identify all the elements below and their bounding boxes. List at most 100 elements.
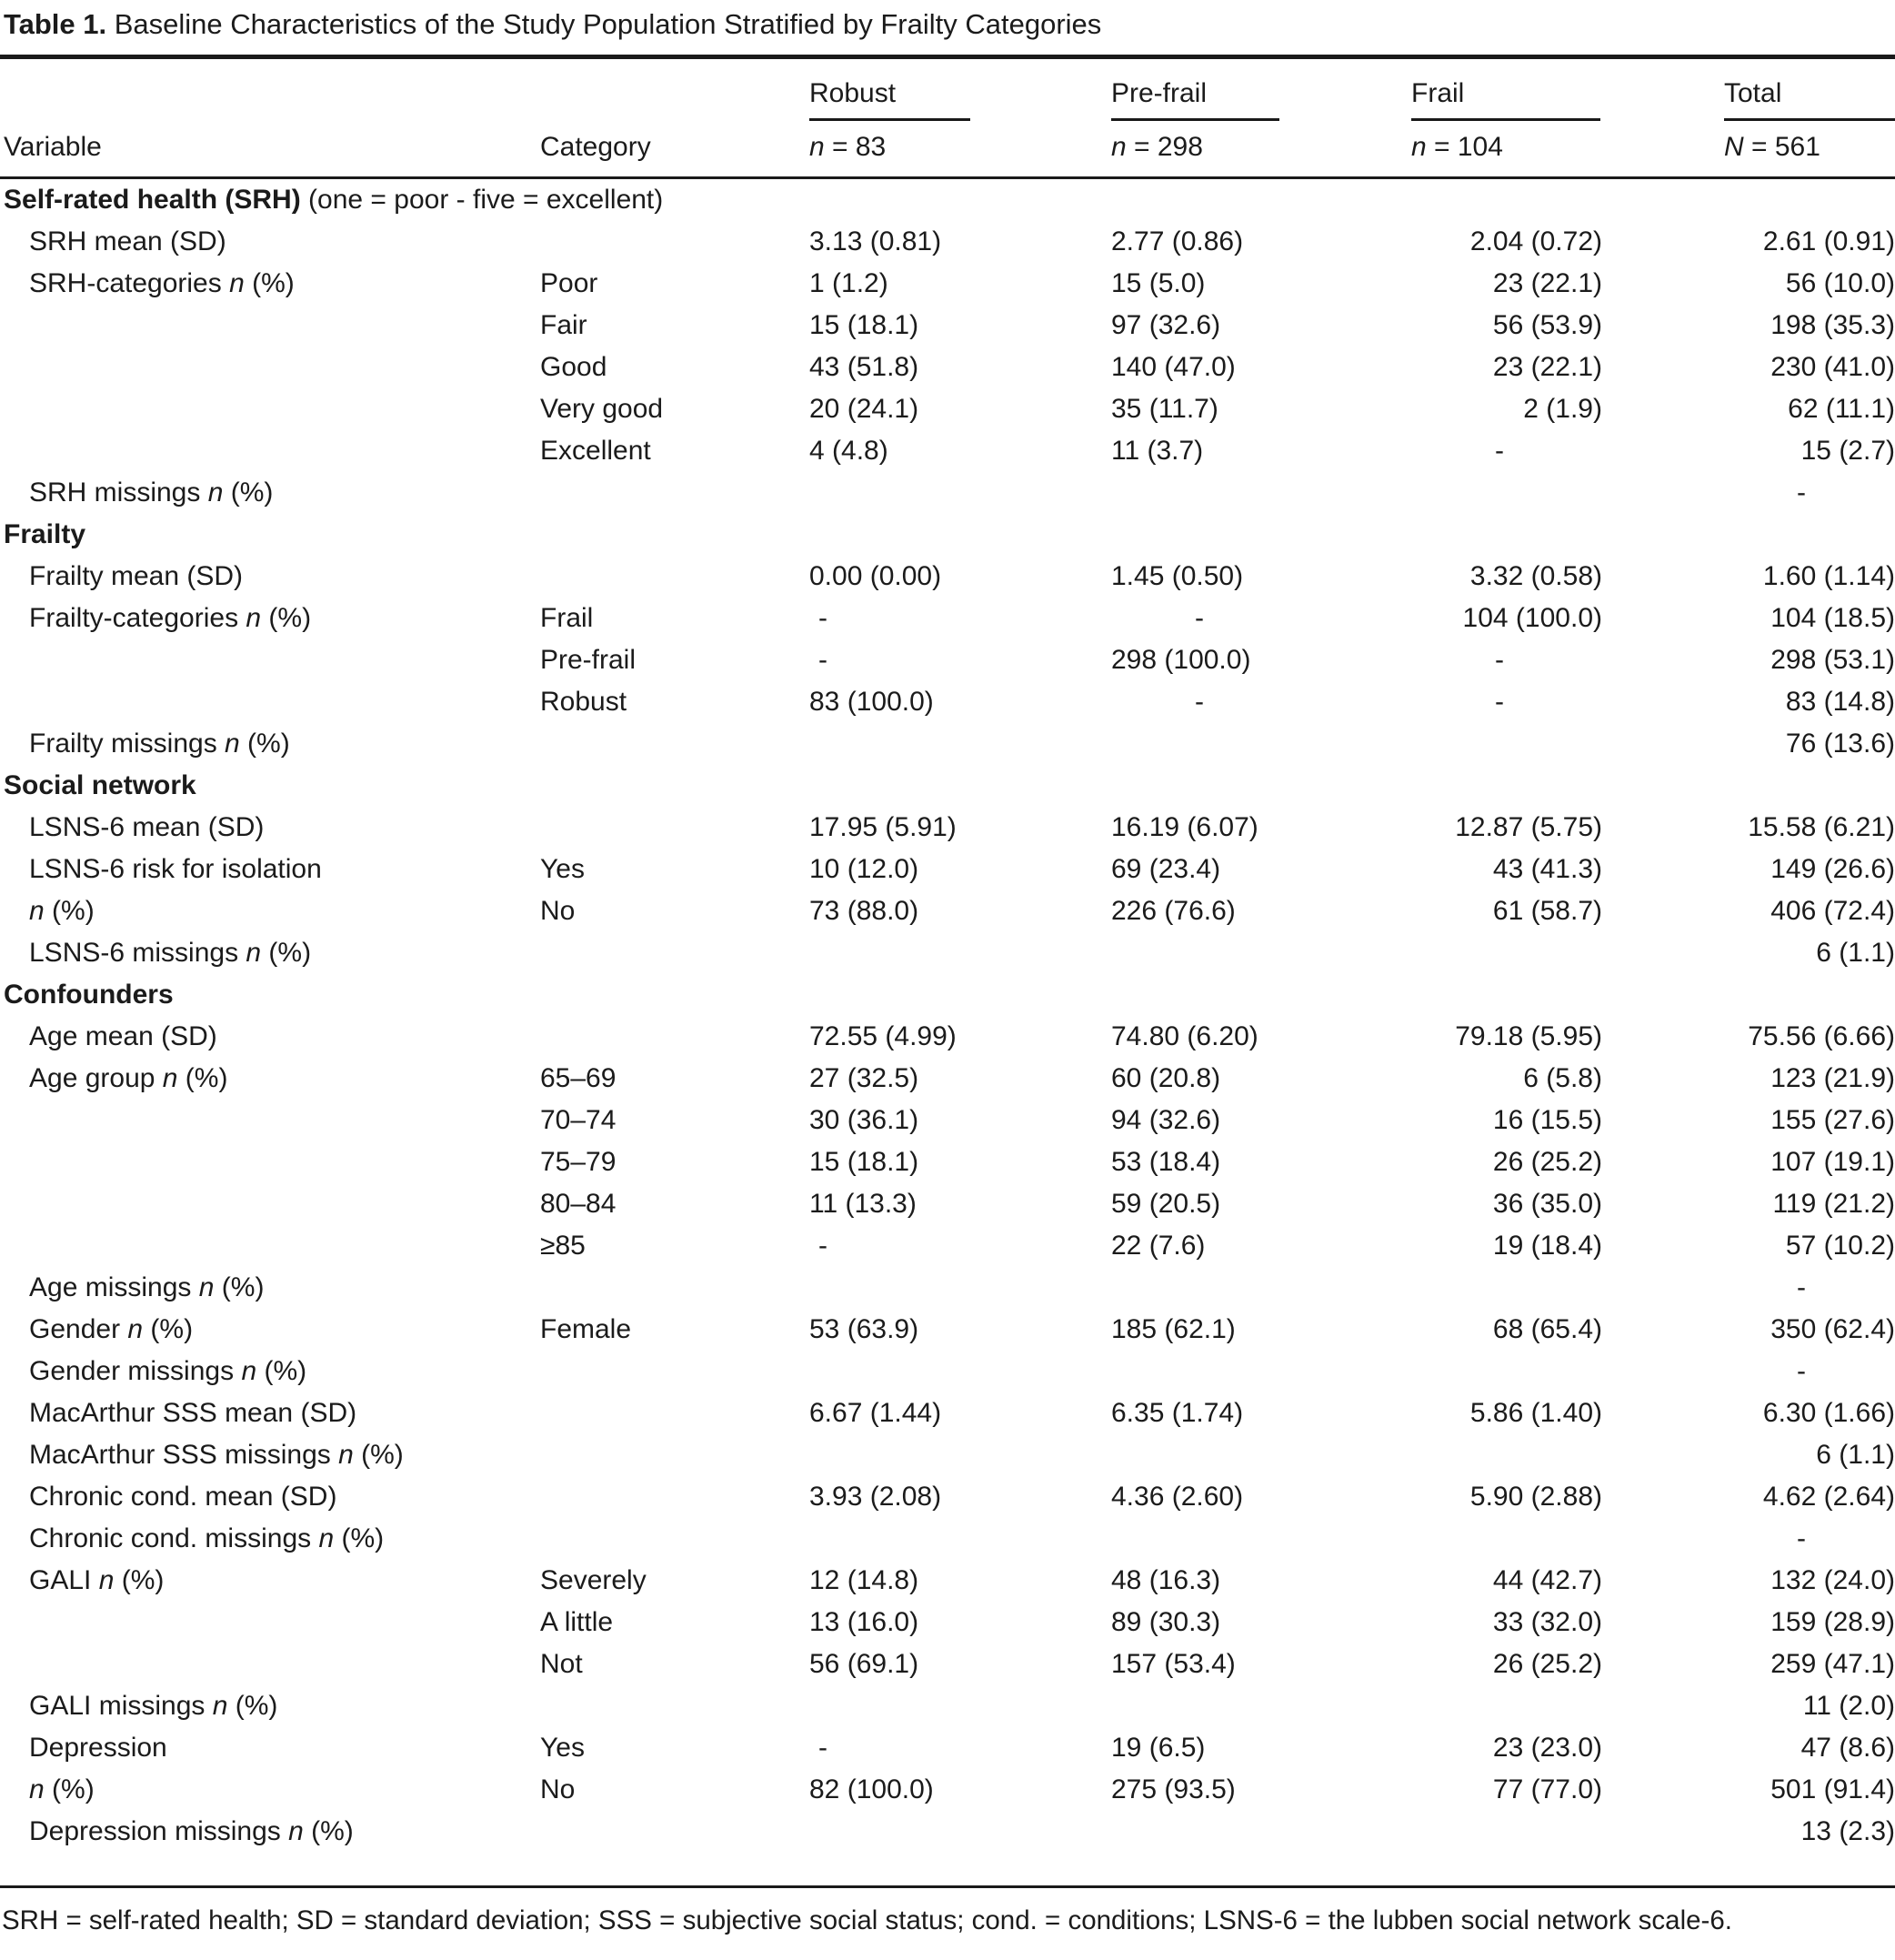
variable-cell bbox=[0, 430, 540, 472]
value-cell-robust bbox=[809, 472, 1111, 514]
value-cell-prefrail: 35 (11.7) bbox=[1111, 394, 1218, 424]
variable-cell: LSNS-6 mean (SD) bbox=[29, 812, 265, 842]
value-cell-prefrail: 22 (7.6) bbox=[1111, 1231, 1206, 1261]
table-row: 75–79 15 (18.1) 53 (18.4) 26 (25.2) 107 (19.… bbox=[0, 1141, 1895, 1183]
variable-cell: Frailty missings n (%) bbox=[29, 729, 290, 759]
variable-cell: Depression missings n (%) bbox=[29, 1816, 354, 1846]
variable-cell: GALI n (%) bbox=[29, 1565, 165, 1595]
value-cell-frail: 19 (18.4) bbox=[1492, 1231, 1602, 1261]
category-cell: Poor bbox=[540, 268, 598, 298]
group-rule-total bbox=[1724, 118, 1895, 121]
value-cell-robust: 83 (100.0) bbox=[809, 687, 934, 717]
value-cell-robust: 20 (24.1) bbox=[809, 394, 919, 424]
table-row: Frailty missings n (%) 76 (13.6) bbox=[0, 723, 1895, 765]
value-cell-prefrail bbox=[1111, 1351, 1411, 1392]
value-cell-robust bbox=[809, 1518, 1111, 1560]
table-row: n (%) No 82 (100.0) 275 (93.5) 77 (77.0) 501 … bbox=[0, 1769, 1895, 1811]
value-cell-frail bbox=[1411, 1518, 1602, 1560]
section-header: Self-rated health (SRH) (one = poor - fi… bbox=[0, 178, 1895, 222]
value-cell-prefrail bbox=[1111, 1267, 1411, 1309]
value-cell-total: 47 (8.6) bbox=[1800, 1733, 1895, 1763]
group-n-frail: n = 104 bbox=[1411, 132, 1503, 162]
table-row: GALI missings n (%) 11 (2.0) bbox=[0, 1685, 1895, 1727]
footnote: SRH = self-rated health; SD = standard d… bbox=[0, 1885, 1895, 1939]
section-row: Social network bbox=[0, 765, 1895, 807]
variable-cell: MacArthur SSS missings n (%) bbox=[29, 1440, 404, 1470]
table-row: Gender n (%) Female 53 (63.9) 185 (62.1) 68 … bbox=[0, 1309, 1895, 1351]
value-cell-robust: - bbox=[818, 645, 827, 675]
table-row: SRH-categories n (%) Poor 1 (1.2) 15 (5.0) 2… bbox=[0, 263, 1895, 305]
value-cell-robust bbox=[809, 1685, 1111, 1727]
value-cell-robust: 6.67 (1.44) bbox=[809, 1398, 942, 1428]
value-cell-prefrail: 11 (3.7) bbox=[1111, 436, 1204, 466]
variable-cell: LSNS-6 risk for isolation bbox=[29, 854, 322, 884]
value-cell-total: 56 (10.0) bbox=[1785, 268, 1895, 298]
value-cell-frail bbox=[1411, 723, 1602, 765]
variable-cell: Chronic cond. missings n (%) bbox=[29, 1523, 385, 1553]
section-suffix: (one = poor - five = excellent) bbox=[300, 185, 664, 215]
table-row: Age group n (%) 65–69 27 (32.5) 60 (20.8) 6 … bbox=[0, 1058, 1895, 1100]
value-cell-total: - bbox=[1797, 477, 1806, 508]
variable-cell: Age group n (%) bbox=[29, 1063, 228, 1093]
table-row: SRH mean (SD) 3.13 (0.81) 2.77 (0.86) 2.04 … bbox=[0, 221, 1895, 263]
category-cell bbox=[540, 807, 809, 849]
value-cell-robust: 4 (4.8) bbox=[809, 436, 888, 466]
category-cell: 65–69 bbox=[540, 1063, 617, 1093]
value-cell-total: 1.60 (1.14) bbox=[1762, 561, 1895, 591]
value-cell-total: 57 (10.2) bbox=[1785, 1231, 1895, 1261]
category-cell: Very good bbox=[540, 394, 664, 424]
table-row: Age mean (SD) 72.55 (4.99) 74.80 (6.20) 79.… bbox=[0, 1016, 1895, 1058]
section-header: Frailty bbox=[0, 514, 1895, 556]
value-cell-robust: 0.00 (0.00) bbox=[809, 561, 942, 591]
value-cell-frail: 104 (100.0) bbox=[1462, 603, 1602, 633]
value-cell-robust: 10 (12.0) bbox=[809, 854, 919, 884]
category-cell: Yes bbox=[540, 1733, 585, 1763]
section-label: Social network bbox=[4, 770, 196, 800]
category-cell bbox=[540, 1518, 809, 1560]
group-header-prefrail: Pre-frail n = 298 bbox=[1111, 57, 1411, 178]
category-cell: No bbox=[540, 1774, 576, 1804]
group-header-robust: Robust n = 83 bbox=[809, 57, 1111, 178]
group-rule-robust bbox=[809, 118, 970, 121]
value-cell-frail: 77 (77.0) bbox=[1492, 1774, 1602, 1804]
value-cell-robust bbox=[809, 723, 1111, 765]
table-row: Frailty mean (SD) 0.00 (0.00) 1.45 (0.50) 3… bbox=[0, 556, 1895, 598]
value-cell-total: 123 (21.9) bbox=[1770, 1063, 1895, 1093]
variable-cell: Gender missings n (%) bbox=[29, 1356, 307, 1386]
value-cell-robust: 82 (100.0) bbox=[809, 1774, 934, 1804]
category-cell: 80–84 bbox=[540, 1189, 617, 1219]
value-cell-robust: 12 (14.8) bbox=[809, 1565, 919, 1595]
category-cell: Female bbox=[540, 1314, 632, 1344]
value-cell-prefrail: 74.80 (6.20) bbox=[1111, 1021, 1258, 1051]
table-row: MacArthur SSS mean (SD) 6.67 (1.44) 6.35 (… bbox=[0, 1392, 1895, 1434]
category-cell: Pre-frail bbox=[540, 645, 637, 675]
category-cell bbox=[540, 1434, 809, 1476]
value-cell-frail: 33 (32.0) bbox=[1492, 1607, 1602, 1637]
value-cell-prefrail: 97 (32.6) bbox=[1111, 310, 1221, 340]
variable-cell: SRH-categories n (%) bbox=[29, 268, 295, 298]
value-cell-frail: 3.32 (0.58) bbox=[1469, 561, 1602, 591]
variable-cell bbox=[0, 1602, 540, 1643]
group-n-prefrail: n = 298 bbox=[1111, 132, 1203, 162]
table-row: Frailty-categories n (%) Frail - - 104 (100.… bbox=[0, 598, 1895, 639]
group-label-prefrail: Pre-frail bbox=[1111, 78, 1208, 108]
variable-cell: n (%) bbox=[29, 896, 95, 926]
value-cell-total: 104 (18.5) bbox=[1770, 603, 1895, 633]
value-cell-prefrail bbox=[1111, 1434, 1411, 1476]
value-cell-prefrail: 69 (23.4) bbox=[1111, 854, 1221, 884]
value-cell-robust: 1 (1.2) bbox=[809, 268, 888, 298]
table-row: Robust 83 (100.0) - - 83 (14.8) bbox=[0, 681, 1895, 723]
value-cell-robust: 15 (18.1) bbox=[809, 1147, 919, 1177]
variable-cell bbox=[0, 388, 540, 430]
category-cell: Yes bbox=[540, 854, 585, 884]
category-cell bbox=[540, 1392, 809, 1434]
group-n-robust: n = 83 bbox=[809, 132, 887, 162]
table-body: Self-rated health (SRH) (one = poor - fi… bbox=[0, 178, 1895, 1854]
value-cell-prefrail bbox=[1111, 723, 1411, 765]
value-cell-prefrail: 19 (6.5) bbox=[1111, 1733, 1206, 1763]
value-cell-total: 159 (28.9) bbox=[1770, 1607, 1895, 1637]
section-row: Self-rated health (SRH) (one = poor - fi… bbox=[0, 178, 1895, 222]
value-cell-total: 132 (24.0) bbox=[1770, 1565, 1895, 1595]
category-cell bbox=[540, 1811, 809, 1853]
